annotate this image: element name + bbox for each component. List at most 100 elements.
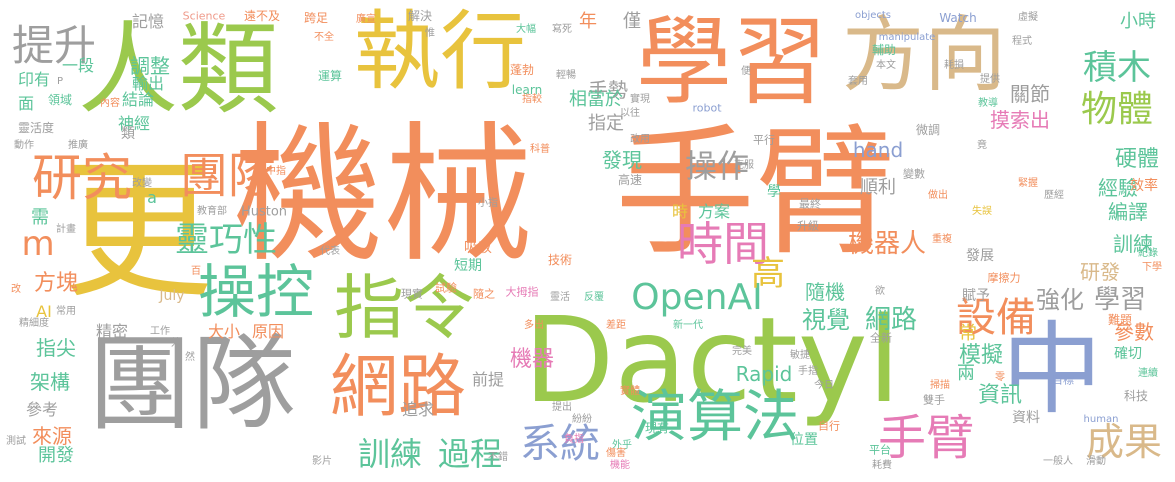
cloud-word-kuazu: 跨足	[303, 11, 329, 25]
cloud-word-gao: 高	[751, 254, 785, 294]
cloud-word-yibanren: 一般人	[1043, 456, 1073, 467]
cloud-word-xiaozhi: 小指	[478, 198, 498, 209]
cloud-word-minjie: 敏捷	[790, 350, 810, 361]
cloud-word-quanxin: 全新	[870, 331, 892, 345]
cloud-word-kaifa: 開發	[38, 445, 74, 466]
cloud-word-bian: 便	[741, 66, 751, 77]
cloud-word-taoyong: 套用	[848, 76, 868, 87]
cloud-word-fangkuai: 方塊	[33, 271, 79, 296]
cloud-word-qianti: 前提	[471, 370, 505, 389]
cloud-word-yingpian: 影片	[312, 456, 332, 467]
cloud-word-tigong: 提供	[980, 74, 1000, 85]
cloud-word-jiqiren: 機器人	[847, 229, 927, 259]
cloud-word-mian: 面	[17, 94, 35, 113]
cloud-word-nanti: 難題	[1107, 313, 1133, 327]
cloud-word-ceshi: 測試	[6, 436, 26, 447]
cloud-word-shijue: 視覺	[802, 306, 850, 334]
cloud-word-lianxu: 連續	[1138, 368, 1158, 379]
cloud-word-kefu: 克服	[734, 160, 754, 171]
cloud-word-ziliao: 資料	[1012, 410, 1040, 426]
cloud-word-zhiling: 指令	[334, 267, 474, 349]
cloud-word-daxiao: 大小	[207, 322, 241, 341]
cloud-word-xiaolv: 效率	[1130, 178, 1158, 194]
cloud-word-laiyuan: 來源	[32, 424, 72, 448]
cloud-word-zhiding: 指定	[588, 113, 624, 134]
cloud-word-dongzuo: 動作	[14, 140, 34, 151]
cloud-word-xue: 學	[767, 184, 781, 200]
cloud-word-openai: OpenAI	[631, 277, 763, 318]
cloud-word-xiesi: 寫死	[552, 24, 572, 35]
cloud-word-xiaoshi: 小時	[1120, 11, 1156, 32]
cloud-word-qingchang: 輕暢	[556, 70, 576, 81]
cloud-word-jishu: 技術	[547, 253, 573, 267]
cloud-word-canshu: 參數	[1114, 320, 1154, 344]
cloud-word-shixian: 實現	[630, 94, 650, 105]
cloud-word-tichu: 提出	[552, 402, 572, 413]
cloud-word-shebei: 設備	[956, 295, 1036, 341]
cloud-word-yuanbuji: 遠不及	[243, 9, 281, 23]
cloud-word-wai: 外	[171, 338, 181, 349]
cloud-word-xiaxue: 下學	[1142, 262, 1162, 273]
cloud-word-jin: 僅	[623, 11, 641, 32]
cloud-word-zhong: 中	[1002, 311, 1102, 428]
cloud-word-yiwang: 以往	[620, 108, 640, 119]
cloud-word-xunlian-mid: 訓練	[357, 435, 423, 473]
cloud-word-tisheng: 提升	[11, 21, 97, 70]
cloud-word-science: Science	[182, 9, 226, 23]
cloud-word-gaiyong: 改用	[630, 134, 650, 145]
cloud-word-shuchu: 輸出	[131, 74, 165, 93]
cloud-word-liang: 兩	[957, 363, 975, 384]
cloud-word-jiaodao: 教導	[978, 98, 998, 109]
cloud-word-wuti: 物體	[1080, 89, 1154, 130]
cloud-word-mosuochu: 摸索出	[990, 108, 1050, 132]
cloud-word-jinwo: 緊握	[1018, 178, 1038, 189]
cloud-word-jiyi: 記憶	[131, 12, 165, 31]
cloud-word-weitiao: 微調	[915, 123, 941, 137]
cloud-word-guangxuan: 廣宣	[356, 14, 376, 25]
cloud-word-rapid: Rapid	[735, 362, 793, 386]
cloud-word-xinyidai: 新一代	[673, 320, 703, 331]
cloud-word-fuzhu: 輔助	[871, 43, 897, 57]
cloud-word-ai: AI	[36, 302, 52, 321]
cloud-word-caozuo: 操作	[684, 147, 750, 185]
cloud-word-shengji: 升級	[797, 219, 819, 233]
cloud-word-zixing: 自行	[818, 419, 840, 433]
cloud-word-xiangdangyu: 相當於	[569, 89, 623, 110]
cloud-word-mocali: 摩擦力	[987, 271, 1021, 285]
cloud-word-zhijian: 指尖	[36, 336, 76, 360]
cloud-word-xianyou: 現有	[644, 421, 670, 435]
cloud-word-fuyu: 賦予	[962, 288, 990, 304]
cloud-word-jingxidu: 精細度	[19, 318, 49, 329]
cloud-word-xitong: 系統	[520, 421, 600, 467]
cloud-word-jingyan: 經驗	[1098, 176, 1138, 200]
cloud-word-pingxing: 平行	[753, 133, 775, 147]
cloud-word-caokong: 操控	[197, 258, 315, 326]
cloud-word-linghuodu: 靈活度	[17, 121, 55, 135]
cloud-word-wanglu-large: 網路	[329, 348, 467, 427]
cloud-word-zuochu: 做出	[928, 190, 948, 201]
cloud-word-xunlian-small: 訓練	[1113, 232, 1153, 256]
cloud-word-kepu: 科普	[530, 144, 550, 155]
cloud-word-chengshi: 程式	[1012, 36, 1032, 47]
cloud-word-chang: 常	[959, 323, 977, 344]
cloud-word-fazhan: 發展	[966, 248, 994, 264]
cloud-word-pengbo: 蓬勃	[509, 63, 535, 77]
cloud-word-tiaozheng: 調整	[130, 54, 170, 78]
cloud-word-shiti: 實體	[620, 386, 640, 397]
cloud-word-zhixing: 執行	[354, 2, 526, 102]
cloud-word-zuizhong: 最終	[799, 197, 821, 211]
cloud-word-buquan: 不全	[314, 32, 334, 43]
cloud-word-wanglu-teal: 網路	[864, 305, 918, 335]
cloud-word-shijian: 時間	[677, 217, 769, 271]
cloud-word-lingyu: 領域	[47, 93, 73, 107]
cloud-word-ran: 然	[185, 352, 195, 363]
cloud-word-human: human	[1083, 414, 1119, 425]
cloud-word-chongfu: 重複	[932, 234, 952, 245]
cloud-word-yiduan: 一段	[61, 56, 95, 75]
cloud-word-m: m	[21, 224, 55, 264]
cloud-word-geng: 更	[62, 145, 214, 319]
cloud-word-yuanyin: 原因	[251, 322, 285, 341]
cloud-word-zhongzhi: 中指	[266, 166, 286, 177]
cloud-word-suizhi: 隨之	[473, 287, 495, 301]
cloud-word-huadong: 滑動	[1086, 456, 1106, 467]
